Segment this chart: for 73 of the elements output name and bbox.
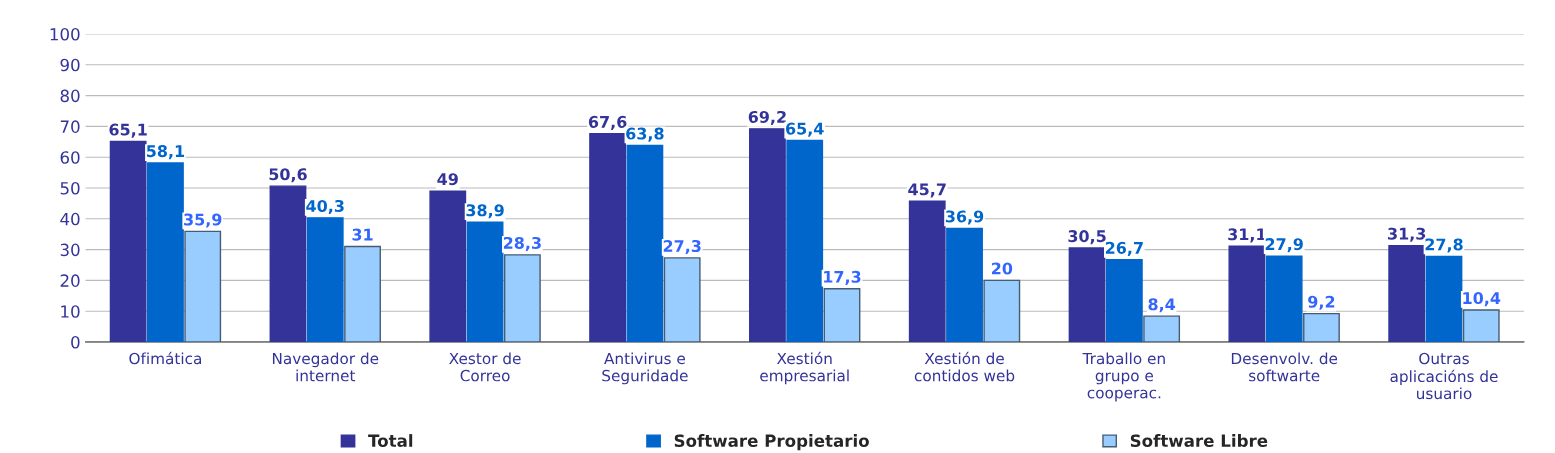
y-tick-label: 40 [60,212,80,226]
bar [1105,259,1143,343]
legend-label: Software Libre [1130,434,1268,447]
data-label: 69,2 [748,110,786,126]
bar [786,139,824,343]
data-label: 65,4 [786,122,824,137]
bar [1228,245,1266,343]
data-label: 65,1 [109,123,147,138]
data-label: 49 [437,173,458,186]
bar [184,230,222,343]
y-tick-label: 70 [60,120,80,133]
y-tick-label: 50 [60,181,80,195]
bar [908,200,946,343]
y-tick-label: 80 [60,89,80,103]
y-tick-label: 60 [60,151,80,164]
data-label: 31 [352,228,373,241]
data-label: 36,9 [945,210,984,225]
data-label: 58,1 [146,145,185,160]
bar [589,133,627,343]
legend-label: Total [368,434,413,447]
data-label: 28,3 [503,236,541,252]
data-label: 35,9 [184,213,222,228]
bar [503,254,541,343]
data-label: 67,6 [588,115,627,130]
data-label: 27,3 [663,239,701,255]
data-label: 63,8 [626,127,664,142]
y-tick-label: 90 [60,58,80,72]
data-label: 9,2 [1308,295,1335,310]
bar [663,257,701,343]
bar [1388,244,1426,343]
data-label: 26,7 [1105,241,1143,256]
x-tick-label: Outras aplicacións de usuario [1390,352,1498,400]
bar [823,288,861,343]
bar [306,217,344,343]
data-label: 38,9 [466,204,504,219]
x-tick-label: Traballo en grupo e cooperac. [1082,352,1165,402]
data-label: 27,8 [1425,238,1463,253]
bar [269,185,307,343]
legend-label: Software Propietario [674,434,869,451]
x-tick-label: Xestor de Correo [449,352,521,382]
data-label: 17,3 [824,270,861,285]
bar [1265,255,1303,343]
bar [1303,312,1340,343]
data-label: 30,5 [1068,230,1106,245]
bar [1068,247,1106,343]
y-tick-label: 30 [60,243,80,257]
bar [1462,309,1500,343]
data-label: 27,9 [1265,238,1303,253]
x-tick-label: Ofimática [129,351,201,365]
bar [466,221,504,343]
bar [946,227,983,343]
y-tick-label: 100 [50,27,80,41]
x-tick-label: Navegador de internet [272,352,379,382]
y-tick-label: 10 [61,305,80,318]
y-tick-label: 20 [60,274,80,287]
x-tick-label: Xestión de contidos web [914,351,1015,382]
data-label: 50,6 [269,168,307,183]
data-label: 31,1 [1228,228,1266,243]
data-label: 20 [991,262,1013,275]
data-label: 40,3 [306,199,344,215]
x-tick-label: Antivirus e Seguridade [602,352,688,385]
x-tick-label: Xestión empresarial [760,351,849,385]
bar [626,144,664,343]
x-tick-label: Desenvolv. de softwarte [1231,352,1338,382]
data-label: 31,3 [1388,227,1426,242]
bar [147,162,184,343]
bar [1425,255,1463,343]
bar [109,140,147,343]
y-tick-label: 0 [71,335,80,349]
data-label: 8,4 [1148,298,1176,313]
data-label: 45,7 [908,183,946,198]
data-label: 10,4 [1463,292,1501,307]
bar [1143,315,1181,343]
